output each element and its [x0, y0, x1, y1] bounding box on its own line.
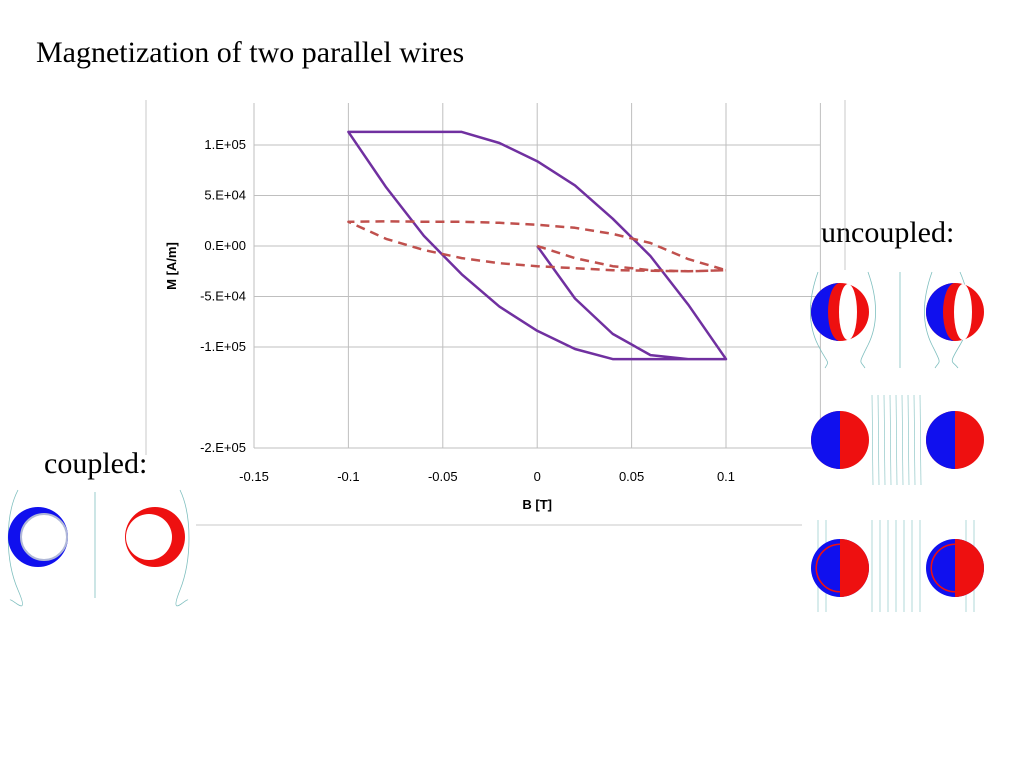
- y-axis-title: M [A/m]: [164, 242, 179, 290]
- slide-title: Magnetization of two parallel wires: [36, 36, 465, 69]
- coupled-label: coupled:: [44, 447, 148, 480]
- x-tick-label: -0.15: [239, 469, 269, 484]
- y-tick-label: 0.E+00: [204, 238, 246, 253]
- uncoupled-label: uncoupled:: [821, 216, 955, 249]
- x-axis-title: B [T]: [522, 497, 552, 512]
- field-lines-icon: [7, 489, 190, 607]
- x-tick-label: 0.1: [717, 469, 735, 484]
- field-lines-icon: [871, 394, 922, 486]
- y-tick-label: 1.E+05: [204, 137, 246, 152]
- wire-magnetization-icon: [926, 411, 984, 469]
- y-tick-label: -2.E+05: [200, 440, 246, 455]
- uncoupled-wire-pair-diagram: [811, 520, 984, 612]
- x-tick-label: -0.05: [428, 469, 458, 484]
- x-tick-label: -0.1: [337, 469, 359, 484]
- uncoupled-wire-pair-diagram: [811, 394, 984, 486]
- wire-magnetization-icon: [811, 283, 869, 341]
- uncoupled-wire-pair-diagram: [810, 271, 984, 369]
- y-tick-label: -5.E+04: [200, 289, 246, 304]
- coupled-wire-pair-diagram: [7, 489, 190, 607]
- x-tick-label: 0: [534, 469, 541, 484]
- x-tick-label: 0.05: [619, 469, 644, 484]
- wire-magnetization-icon: [125, 507, 185, 567]
- wire-magnetization-icon: [926, 539, 984, 597]
- y-tick-label: -1.E+05: [200, 339, 246, 354]
- wire-magnetization-icon: [811, 411, 869, 469]
- wire-magnetization-icon: [811, 539, 869, 597]
- coupled-hysteresis-line: [347, 130, 728, 361]
- wire-magnetization-icon: [926, 283, 984, 341]
- y-tick-label: 5.E+04: [204, 188, 246, 203]
- hysteresis-chart: 1.E+05 5.E+04 0.E+00 -5.E+04 -1.E+05 -2.E+05 -…: [164, 103, 821, 512]
- uncoupled-hysteresis-line: [347, 220, 728, 273]
- wire-magnetization-icon: [8, 507, 68, 567]
